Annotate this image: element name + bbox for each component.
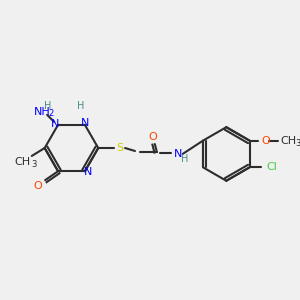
Text: N: N [51, 119, 59, 129]
Text: H: H [181, 154, 188, 164]
Text: O: O [261, 136, 270, 146]
Text: NH: NH [34, 107, 51, 117]
Text: N: N [173, 149, 182, 159]
Text: H: H [44, 101, 52, 111]
Text: 3: 3 [296, 139, 300, 148]
Text: N: N [84, 167, 92, 177]
Text: 3: 3 [31, 160, 36, 169]
Text: Cl: Cl [266, 162, 277, 172]
Text: CH: CH [280, 136, 296, 146]
Text: O: O [148, 132, 157, 142]
Text: H: H [77, 101, 85, 111]
Text: 2: 2 [49, 110, 54, 118]
Text: CH: CH [15, 157, 31, 167]
Text: O: O [34, 181, 43, 191]
Text: S: S [116, 143, 124, 153]
Text: N: N [81, 118, 89, 128]
